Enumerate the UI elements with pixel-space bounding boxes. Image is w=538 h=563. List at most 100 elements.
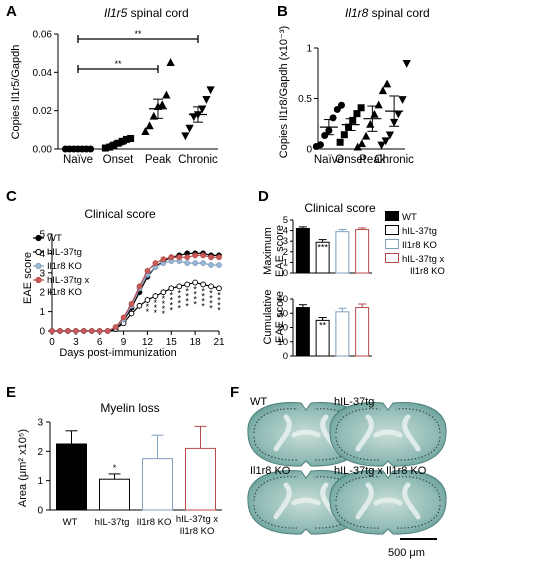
panel-c-title: Clinical score bbox=[84, 207, 156, 221]
panel-letter-e: E bbox=[6, 384, 16, 401]
panel-d-bottom-ylabel-line1: Cumulative bbox=[262, 289, 274, 344]
panel-c-xtick-label: 0 bbox=[49, 337, 55, 348]
panel-a-xtick-label: Naïve bbox=[63, 154, 93, 166]
panel-b-point bbox=[316, 141, 324, 149]
panel-d-legend-swatch-il1r8ko bbox=[385, 239, 399, 249]
panel-c-point bbox=[176, 283, 183, 290]
panel-c-sig-star: * bbox=[209, 288, 213, 298]
panel-c-sig-star: * bbox=[146, 302, 150, 312]
panel-c-point bbox=[136, 302, 143, 309]
panel-d-top-sig-star: *** bbox=[317, 242, 328, 252]
panel-c-sig-star: * bbox=[177, 293, 181, 303]
panel-letter-b: B bbox=[277, 3, 288, 20]
panel-c-point bbox=[200, 260, 206, 266]
panel-c-xtick-label: 3 bbox=[73, 337, 79, 348]
panel-c-legend-double-line1: hIL-37tg x bbox=[47, 275, 89, 286]
panel-a-xtick-label: Onset bbox=[103, 154, 134, 166]
panel-c-point bbox=[144, 268, 151, 274]
panel-c-xlabel: Days post-immunization bbox=[59, 347, 176, 359]
panel-c-ytick-label: 3 bbox=[39, 268, 45, 279]
panel-letter-f: F bbox=[230, 384, 239, 401]
panel-d-legend-swatch-wt bbox=[385, 211, 399, 221]
panel-a-ytick-label: 0.02 bbox=[33, 106, 53, 117]
panel-letter-d: D bbox=[258, 188, 269, 205]
panel-c-xtick-label: 9 bbox=[121, 337, 127, 348]
panel-a-sig-label: ** bbox=[114, 59, 122, 69]
panel-c-point bbox=[160, 256, 167, 263]
panel-c-sig-star: * bbox=[201, 301, 205, 311]
panel-b-point bbox=[394, 110, 403, 119]
panel-d-top-ytick-label: 5 bbox=[283, 215, 288, 226]
panel-a-title-gene: Il1r5 bbox=[104, 6, 128, 20]
panel-d-legend-swatch-double bbox=[385, 253, 399, 263]
panel-c-xtick-label: 18 bbox=[190, 337, 202, 348]
panel-b-point bbox=[357, 104, 365, 112]
panel-c-point bbox=[192, 260, 198, 266]
panel-c-point bbox=[73, 328, 79, 334]
panel-c-sig-star: * bbox=[217, 300, 221, 310]
panel-c-ylabel: EAE score bbox=[22, 252, 34, 304]
panel-c-sig-star: * bbox=[154, 298, 158, 308]
panel-c-legend-il1r8ko: Il1r8 KO bbox=[47, 261, 82, 272]
panel-c-legend-marker bbox=[35, 248, 42, 256]
panel-c-point bbox=[128, 300, 135, 307]
panel-b-point bbox=[353, 110, 361, 118]
panel-f-grey-matter bbox=[355, 482, 421, 520]
panel-f-lesion-outline bbox=[335, 408, 441, 461]
panel-c-sig-star: * bbox=[170, 295, 174, 305]
panel-e-bar bbox=[99, 478, 130, 511]
panel-b-title: Il1r8 spinal cord bbox=[345, 6, 430, 20]
panel-e-bar bbox=[185, 447, 216, 511]
panel-e-xlabel-hil37tg: hIL-37tg bbox=[95, 517, 130, 528]
panel-a-ylabel: Copies Il1r5/Gapdh bbox=[10, 45, 22, 140]
panel-b-point bbox=[333, 105, 341, 113]
panel-d-top-ytick-label: 2 bbox=[283, 247, 288, 258]
panel-b-xtick-label: Onset bbox=[335, 154, 366, 166]
panel-e-xlabel-double-line1: hIL-37tg x bbox=[176, 514, 218, 525]
panel-d-top-ylabel-line2: EAE score bbox=[274, 225, 286, 277]
panel-c-point bbox=[57, 328, 63, 334]
panel-c-point bbox=[96, 328, 103, 334]
panel-a-point bbox=[206, 86, 215, 95]
panel-f-label-il1r8ko: Il1r8 KO bbox=[250, 465, 291, 477]
panel-d-top-bar bbox=[295, 227, 310, 274]
panel-a-point bbox=[181, 132, 190, 141]
panel-c-point bbox=[136, 283, 143, 290]
panel-c-sig-star: * bbox=[162, 294, 166, 304]
panel-c-point bbox=[184, 254, 191, 261]
panel-c-point bbox=[112, 324, 119, 330]
panel-d-top-bar bbox=[335, 231, 350, 274]
panel-e-title: Myelin loss bbox=[100, 401, 159, 415]
panel-b-point bbox=[361, 131, 371, 140]
panel-f-label-wt: WT bbox=[250, 396, 267, 408]
panel-d-legend-hil37tg: hIL-37tg bbox=[402, 226, 437, 237]
panel-c-sig-star: * bbox=[170, 300, 174, 310]
panel-c-sig-star: * bbox=[170, 305, 174, 315]
panel-b-point bbox=[337, 101, 345, 109]
panel-d-bottom-ytick-label: 0 bbox=[283, 351, 288, 362]
panel-c-sig-star: * bbox=[185, 301, 189, 311]
panel-b-ytick-label: 0.5 bbox=[298, 94, 312, 105]
panel-d-bottom-bar bbox=[295, 307, 310, 357]
panel-d-legend: WT hIL-37tg Il1r8 KO hIL-37tg x Il1r8 KO bbox=[385, 211, 445, 277]
panel-c-point bbox=[65, 328, 71, 334]
panel-c-sig-star: * bbox=[162, 309, 166, 319]
panel-c-point bbox=[49, 328, 55, 334]
panel-c-point bbox=[176, 254, 183, 261]
panel-c-point bbox=[184, 281, 191, 288]
panel-c-point bbox=[152, 293, 159, 299]
panel-f-scale-label: 500 μm bbox=[388, 547, 425, 559]
panel-d-legend-double-line2: Il1r8 KO bbox=[410, 266, 445, 277]
panel-a-title: Il1r5 spinal cord bbox=[104, 6, 189, 20]
panel-b-point bbox=[381, 137, 390, 146]
panel-b-point bbox=[340, 131, 348, 139]
panel-b-xtick-label: Peak bbox=[359, 154, 385, 166]
panel-d-bottom-ylabel-line2: EAE score bbox=[274, 291, 286, 343]
panel-a-point bbox=[127, 134, 135, 142]
panel-letter-a: A bbox=[6, 3, 17, 20]
panel-c-point bbox=[192, 252, 198, 259]
panel-d-top-ytick-label: 0 bbox=[283, 268, 288, 279]
panel-d-legend-wt: WT bbox=[402, 212, 417, 223]
panel-c-xtick-label: 6 bbox=[97, 337, 103, 348]
panel-c-legend-wt: WT bbox=[47, 233, 62, 244]
